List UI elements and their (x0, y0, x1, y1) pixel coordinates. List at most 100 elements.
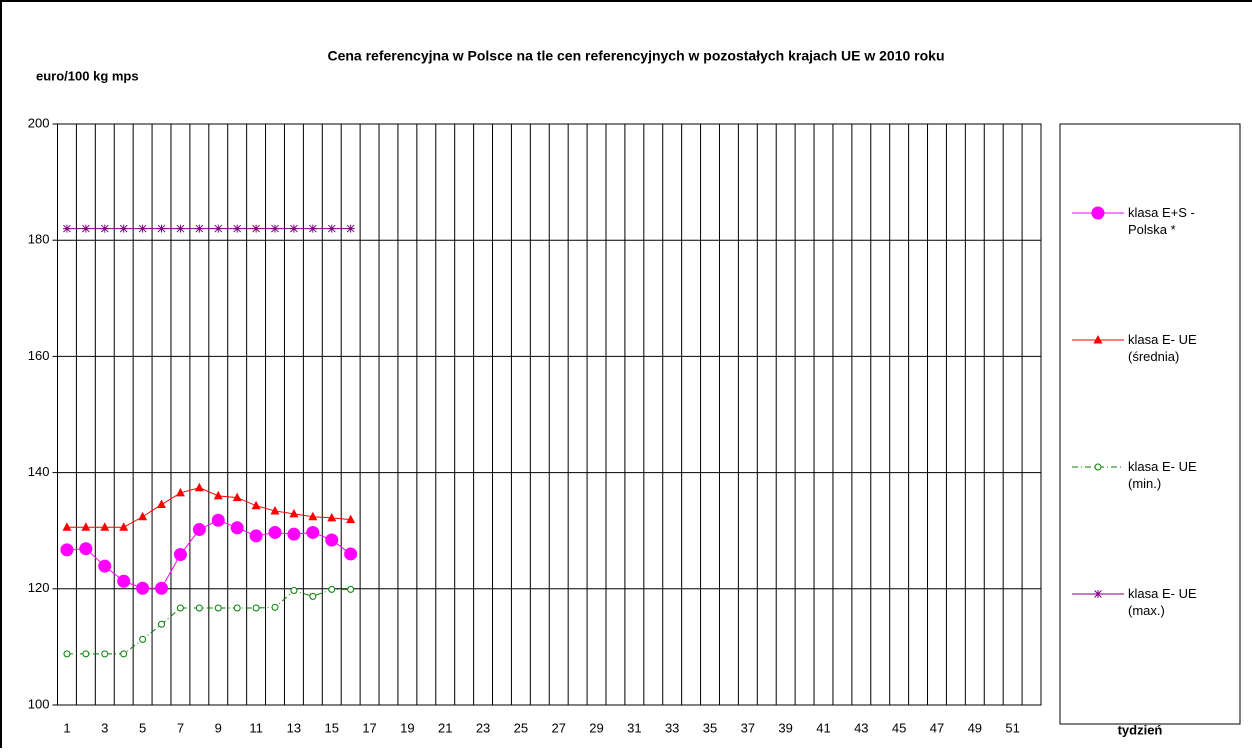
legend-label: klasa E- UE (średnia) (1128, 332, 1197, 364)
x-tick-label: 39 (778, 720, 792, 735)
legend-label: klasa E+S - Polska * (1128, 205, 1195, 237)
point (289, 508, 299, 518)
point (119, 522, 129, 531)
point (136, 581, 150, 595)
x-axis-label: tydzień (1118, 722, 1163, 737)
x-tick-label: 3 (101, 720, 108, 735)
point (251, 500, 261, 510)
point (308, 511, 318, 521)
point (192, 523, 206, 537)
point (139, 635, 147, 643)
point (176, 604, 184, 612)
point (138, 224, 147, 233)
point (213, 490, 223, 500)
point (175, 487, 185, 497)
point (100, 522, 110, 531)
point (271, 603, 279, 611)
x-tick-label: 17 (362, 720, 376, 735)
point (346, 514, 356, 524)
x-tick-label: 47 (930, 720, 944, 735)
point (214, 604, 222, 612)
point (289, 224, 298, 233)
x-tick-label: 11 (249, 720, 263, 735)
point (306, 525, 320, 539)
point (82, 650, 90, 658)
x-tick-label: 35 (703, 720, 717, 735)
point (252, 604, 260, 612)
point (79, 542, 93, 556)
point (173, 548, 187, 562)
x-tick-label: 29 (589, 720, 603, 735)
x-tick-label: 5 (139, 720, 146, 735)
series-line (66, 519, 351, 589)
x-tick-label: 9 (215, 720, 222, 735)
point (325, 533, 339, 547)
point (138, 511, 148, 521)
point (232, 492, 242, 502)
point (327, 512, 337, 522)
chart-title: Cena referencyjna w Polsce na tle cen re… (327, 48, 944, 64)
point (98, 559, 112, 573)
legend-entry: klasa E- UE (max.) (1128, 586, 1197, 618)
point (347, 585, 355, 593)
point (308, 224, 317, 233)
point (195, 224, 204, 233)
point (252, 224, 261, 233)
legend-box (1059, 123, 1241, 725)
point (309, 592, 317, 600)
x-tick-label: 21 (438, 720, 452, 735)
point (233, 604, 241, 612)
point (346, 224, 355, 233)
y-tick-label: 140 (28, 464, 50, 479)
point (230, 521, 244, 535)
x-tick-label: 33 (665, 720, 679, 735)
point (1094, 590, 1102, 598)
x-tick-label: 41 (816, 720, 830, 735)
x-tick-label: 15 (325, 720, 339, 735)
point (120, 650, 128, 658)
legend-label: klasa E- UE (min.) (1128, 459, 1197, 491)
series-line (66, 588, 351, 655)
point (119, 224, 128, 233)
point (81, 522, 91, 531)
point (268, 525, 282, 539)
x-tick-label: 13 (287, 720, 301, 735)
point (1091, 206, 1105, 220)
x-tick-label: 19 (400, 720, 414, 735)
point (176, 224, 185, 233)
plot-border (57, 123, 1042, 706)
x-tick-label: 43 (854, 720, 868, 735)
point (211, 513, 225, 527)
point (81, 224, 90, 233)
point (62, 224, 71, 233)
y-tick-label: 120 (28, 580, 50, 595)
y-axis-label: euro/100 kg mps (36, 68, 139, 83)
point (100, 224, 109, 233)
point (194, 482, 204, 492)
x-tick-label: 45 (892, 720, 906, 735)
x-tick-label: 37 (741, 720, 755, 735)
point (270, 505, 280, 515)
point (1093, 335, 1103, 344)
x-tick-label: 27 (551, 720, 565, 735)
point (1094, 463, 1102, 471)
point (155, 581, 169, 595)
point (328, 585, 336, 593)
y-tick-label: 200 (28, 115, 50, 130)
point (158, 620, 166, 628)
point (287, 527, 301, 541)
point (101, 650, 109, 658)
point (62, 522, 72, 531)
x-tick-label: 49 (968, 720, 982, 735)
point (214, 224, 223, 233)
point (63, 650, 71, 658)
point (290, 587, 298, 595)
point (327, 224, 336, 233)
x-tick-label: 1 (63, 720, 70, 735)
legend-entry: klasa E- UE (min.) (1128, 459, 1197, 491)
legend-entry: klasa E- UE (średnia) (1128, 332, 1197, 364)
point (157, 499, 167, 509)
point (117, 574, 131, 588)
point (271, 224, 280, 233)
